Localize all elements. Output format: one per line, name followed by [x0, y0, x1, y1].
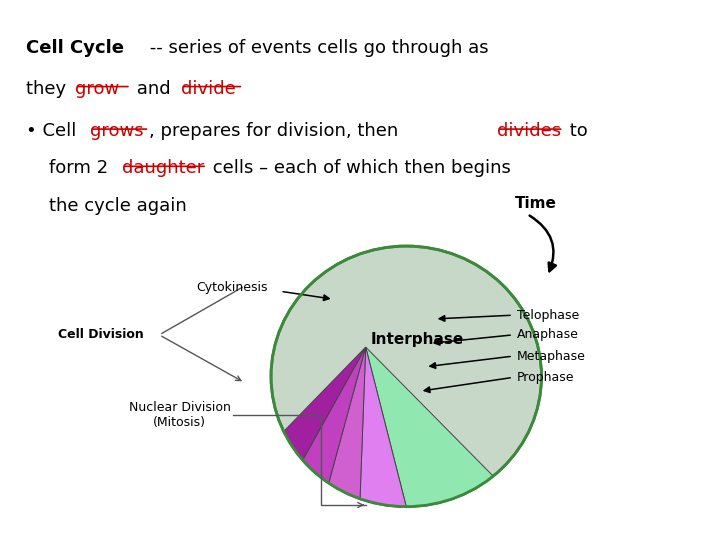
Polygon shape [366, 347, 493, 507]
Text: , prepares for division, then: , prepares for division, then [149, 122, 405, 140]
Polygon shape [329, 347, 366, 499]
Text: Anaphase: Anaphase [516, 328, 578, 341]
Text: daughter: daughter [122, 159, 204, 178]
Text: Nuclear Division
(Mitosis): Nuclear Division (Mitosis) [129, 401, 230, 429]
Polygon shape [360, 347, 406, 507]
Text: and: and [131, 80, 176, 98]
Text: to: to [564, 122, 588, 140]
Text: form 2: form 2 [49, 159, 114, 178]
Text: they: they [25, 80, 71, 98]
Text: grow: grow [76, 80, 120, 98]
Text: cells – each of which then begins: cells – each of which then begins [207, 159, 511, 178]
Text: • Cell: • Cell [25, 122, 81, 140]
Text: Cytokinesis: Cytokinesis [197, 280, 268, 294]
Polygon shape [302, 347, 366, 483]
Text: Cell Cycle: Cell Cycle [25, 39, 124, 57]
Ellipse shape [271, 246, 541, 507]
Text: grows: grows [89, 122, 143, 140]
Text: divide: divide [181, 80, 235, 98]
Text: Prophase: Prophase [516, 371, 574, 384]
Text: Interphase: Interphase [370, 332, 464, 347]
Text: -- series of events cells go through as: -- series of events cells go through as [145, 39, 489, 57]
Text: the cycle again: the cycle again [49, 197, 186, 214]
Text: Metaphase: Metaphase [516, 349, 585, 363]
Text: Time: Time [515, 196, 557, 211]
Text: divides: divides [497, 122, 561, 140]
FancyArrowPatch shape [530, 215, 556, 271]
Polygon shape [284, 347, 366, 460]
Text: Telophase: Telophase [516, 309, 579, 322]
Text: Cell Division: Cell Division [58, 328, 143, 341]
